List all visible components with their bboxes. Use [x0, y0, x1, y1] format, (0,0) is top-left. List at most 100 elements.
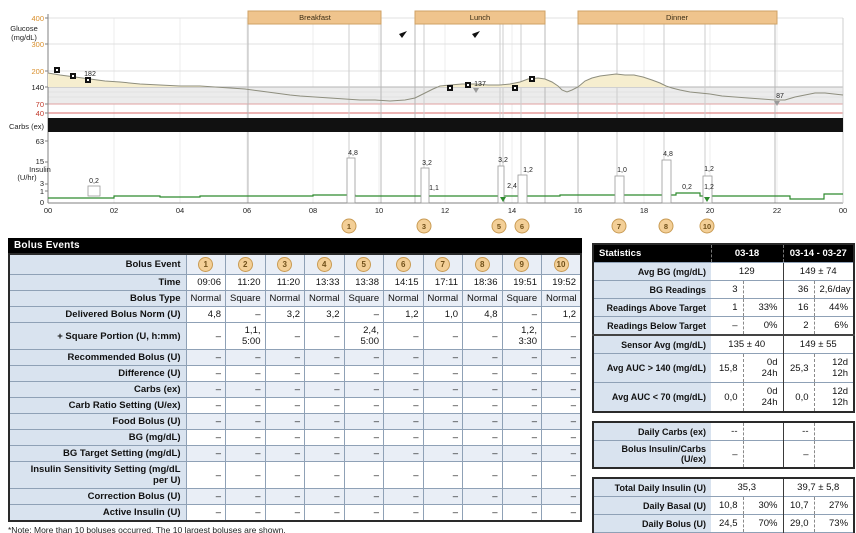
bolus-row-square-10: –: [541, 322, 582, 350]
bolus-row-event-9: 9: [501, 253, 542, 275]
bolus-row-active-4: –: [304, 504, 345, 522]
bolus-row-bg-1: –: [185, 429, 226, 446]
bolus-row-label: Difference (U): [8, 365, 187, 382]
bolus-event-badge: 10: [553, 257, 569, 272]
bolus-row-type-2: Square: [225, 290, 266, 307]
insulin-tick-0: 0: [40, 198, 44, 207]
stats-value: 149 ± 74: [782, 262, 855, 281]
tick-400: 400: [31, 14, 44, 23]
bolus-row-recommended-1: –: [185, 349, 226, 366]
bolus-row-bg-10: –: [541, 429, 582, 446]
bolus-row-bg-target-1: –: [185, 445, 226, 462]
stats-value: 15,8: [711, 353, 743, 383]
basal-trace: [48, 192, 843, 200]
bolus-row-bg-target-5: –: [343, 445, 384, 462]
stats-value: [742, 440, 783, 468]
stats-value: 12d 12h: [813, 382, 855, 412]
stats-row-label: Daily Carbs (ex): [593, 421, 711, 441]
bolus-row-norm-3: 3,2: [264, 306, 305, 323]
stats-row: Readings Below Target –0% 2 6%: [593, 316, 855, 335]
bolus-row-carbs-4: –: [304, 381, 345, 398]
bolus-row-event-4: 4: [304, 253, 345, 275]
bolus-row-active-3: –: [264, 504, 305, 522]
bolus-row-recommended-7: –: [422, 349, 463, 366]
stats-value: 16: [782, 298, 814, 317]
insulin-axis-units: (U/hr): [17, 173, 37, 182]
stats-value: 30%: [742, 496, 783, 515]
bolus-events-table: Bolus Event 1 2 3 4 5 6 7 8 9 10 Time 09:06 11:20 11:…: [8, 253, 582, 522]
bolus-bar-e10: [702, 175, 713, 204]
svg-text:10: 10: [703, 222, 711, 231]
insulin-tick-3: 3: [40, 179, 44, 188]
bolus-row-correction: Correction Bolus (U) – – – – – – – – – –: [8, 488, 582, 505]
stats-row-label: Readings Above Target: [593, 298, 711, 317]
bolus-event-badge: 8: [474, 257, 490, 272]
bolus-row-bg-target-2: –: [225, 445, 266, 462]
bolus-row-time-9: 19:51: [501, 274, 542, 291]
bolus-row-type-6: Normal: [383, 290, 424, 307]
daily-carbs-table: Daily Carbs (ex) -- -- Bolus Insulin/Carbs …: [592, 421, 855, 469]
bolus-row-carbs-10: –: [541, 381, 582, 398]
bolus-row-square-3: –: [264, 322, 305, 350]
bolus-row-carbs: Carbs (ex) – – – – – – – – – –: [8, 381, 582, 398]
bolus-bar-e5: [497, 165, 505, 204]
stats-row-label: Sensor Avg (mg/dL): [593, 334, 711, 354]
bolus-row-correction-2: –: [225, 488, 266, 505]
bolus-row-sensitivity-9: –: [501, 461, 542, 489]
svg-text:1: 1: [347, 222, 351, 231]
bolus-event-badge: 2: [237, 257, 253, 272]
stats-row-label: Avg BG (mg/dL): [593, 262, 711, 281]
stats-value: 135 ± 40: [711, 334, 783, 354]
bolus-row-correction-10: –: [541, 488, 582, 505]
stats-row-label: BG Readings: [593, 280, 711, 299]
lunch-band: [414, 10, 546, 25]
stats-row: BG Readings 3 36 2,6/day: [593, 280, 855, 299]
svg-text:6: 6: [520, 222, 524, 231]
stats-value: 73%: [813, 514, 855, 533]
svg-text:04: 04: [176, 206, 184, 215]
stats-value: [813, 440, 854, 468]
bolus-row-norm-8: 4,8: [462, 306, 503, 323]
stats-value: [742, 421, 783, 441]
stats-value: 29,0: [782, 514, 814, 533]
meal-bands: Breakfast Lunch Dinner: [247, 10, 778, 25]
bolus-label: 1,1: [429, 185, 439, 192]
bolus-row-label: Recommended Bolus (U): [8, 349, 187, 366]
stats-row: Sensor Avg (mg/dL) 135 ± 40 149 ± 55: [593, 334, 855, 354]
bolus-row-bg-target-6: –: [383, 445, 424, 462]
bolus-row-recommended-5: –: [343, 349, 384, 366]
bolus-events-section: Bolus Events Bolus Event 1 2 3 4 5 6 7 8 9 10 Time…: [8, 238, 582, 533]
bolus-bar-02: [87, 185, 101, 197]
axes: [45, 14, 844, 204]
bolus-row-bg-target-3: –: [264, 445, 305, 462]
svg-text:00: 00: [839, 206, 847, 215]
x-gridlines: [113, 18, 778, 203]
bolus-event-badge: 6: [395, 257, 411, 272]
bolus-event-badge: 1: [198, 257, 214, 272]
bolus-row-event: Bolus Event 1 2 3 4 5 6 7 8 9 10: [8, 253, 582, 275]
stats-row-label: Daily Bolus (U): [593, 514, 711, 533]
bolus-row-sensitivity-3: –: [264, 461, 305, 489]
stats-value: --: [782, 421, 814, 441]
bolus-row-norm-4: 3,2: [304, 306, 345, 323]
bolus-row-carb-ratio-7: –: [422, 397, 463, 414]
bolus-row-time-3: 11:20: [264, 274, 305, 291]
glucose-axis-units: (mg/dL): [11, 33, 37, 42]
tick-40: 40: [36, 109, 44, 118]
stats-row-label: Readings Below Target: [593, 316, 711, 335]
stats-row: Avg AUC < 70 (mg/dL) 0,0 0d 24h 0,0 12d 12h: [593, 382, 855, 412]
bolus-row-time-7: 17:11: [422, 274, 463, 291]
bolus-row-norm-6: 1,2: [383, 306, 424, 323]
bolus-row-difference-8: –: [462, 365, 503, 382]
bolus-row-square-9: 1,2, 3:30: [501, 322, 542, 350]
svg-text:20: 20: [706, 206, 714, 215]
bolus-row-carb-ratio-10: –: [541, 397, 582, 414]
alarm-flag-icons: [399, 31, 480, 38]
bolus-row-event-5: 5: [343, 253, 384, 275]
bolus-row-bg-target-10: –: [541, 445, 582, 462]
stats-value: 3: [711, 280, 743, 299]
stats-row: Total Daily Insulin (U) 35,3 39,7 ± 5,8: [593, 477, 855, 497]
bolus-row-sensitivity: Insulin Sensitivity Setting (mg/dL per U…: [8, 461, 582, 489]
stats-value: 2,6/day: [813, 280, 855, 299]
bolus-row-correction-1: –: [185, 488, 226, 505]
